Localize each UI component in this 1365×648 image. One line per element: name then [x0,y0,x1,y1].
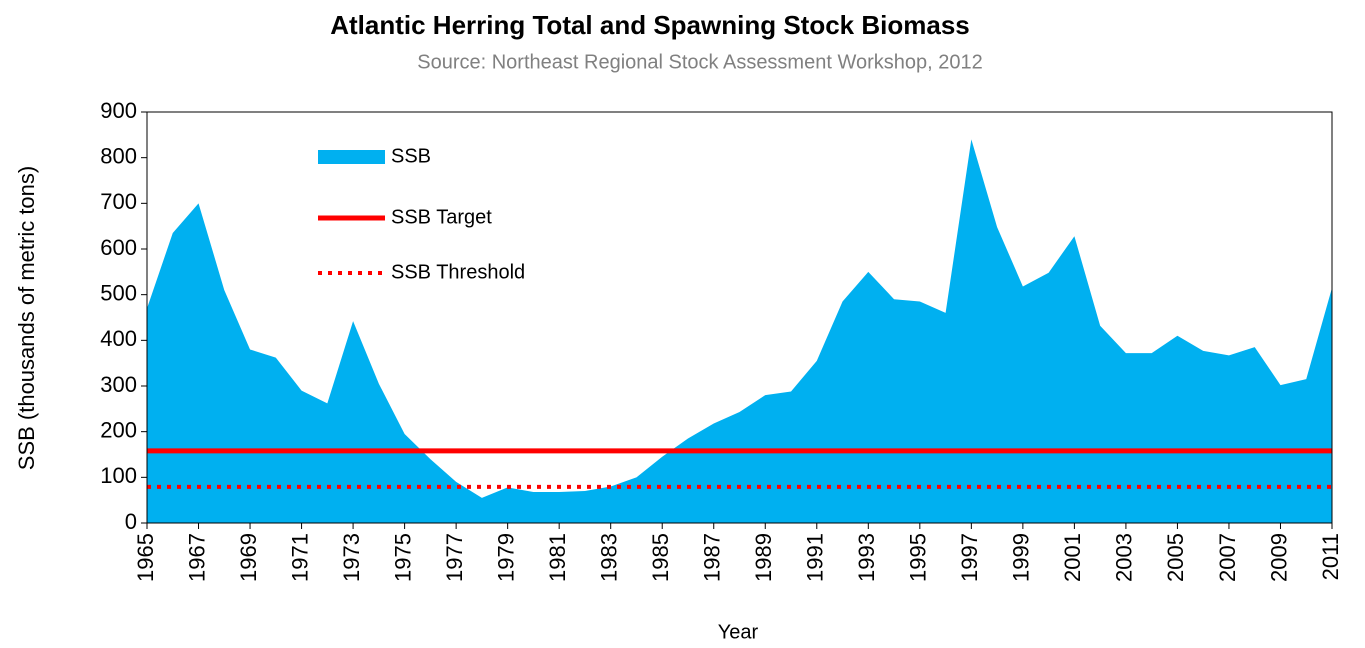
y-axis-title: SSB (thousands of metric tons) [14,166,39,470]
x-tick-label: 1999 [1009,533,1034,582]
y-tick-label: 400 [100,326,137,351]
chart-subtitle: Source: Northeast Regional Stock Assessm… [417,51,982,73]
plot-frame [146,111,1333,524]
y-tick-label: 900 [100,98,137,123]
x-tick-label: 1979 [493,533,518,582]
x-tick-label: 2001 [1060,533,1085,582]
y-tick-label: 100 [100,463,137,488]
y-tick-label: 300 [100,372,137,397]
x-tick-label: 1981 [545,533,570,582]
legend-label: SSB Target [391,206,492,228]
chart-title: Atlantic Herring Total and Spawning Stoc… [330,10,970,40]
x-tick-label: 1973 [339,533,364,582]
y-tick-label: 700 [100,189,137,214]
legend-label: SSB Threshold [391,261,525,283]
x-tick-label: 1975 [390,533,415,582]
y-tick-label: 500 [100,280,137,305]
legend-swatch [318,150,385,164]
x-axis-title: Year [718,621,759,643]
x-tick-label: 1993 [854,533,879,582]
x-tick-label: 1965 [133,533,158,582]
x-tick-label: 1991 [803,533,828,582]
x-tick-label: 1983 [597,533,622,582]
x-tick-label: 2005 [1163,533,1188,582]
x-tick-label: 1997 [957,533,982,582]
area [147,139,1332,523]
x-tick-label: 1969 [236,533,261,582]
x-tick-label: 2011 [1318,533,1343,580]
x-tick-label: 1995 [906,533,931,582]
x-tick-label: 1987 [700,533,725,582]
y-tick-label: 800 [100,143,137,168]
x-tick-label: 1977 [442,533,467,582]
y-tick-label: 200 [100,417,137,442]
x-tick-label: 1989 [751,533,776,582]
y-tick-label: 0 [125,509,137,534]
y-tick-label: 600 [100,235,137,260]
x-tick-label: 2009 [1266,533,1291,582]
legend-label: SSB [391,145,431,167]
x-tick-label: 1971 [287,533,312,582]
x-tick-label: 2003 [1112,533,1137,582]
x-tick-label: 1985 [648,533,673,582]
x-tick-label: 1967 [184,533,209,582]
x-tick-label: 2007 [1215,533,1240,582]
